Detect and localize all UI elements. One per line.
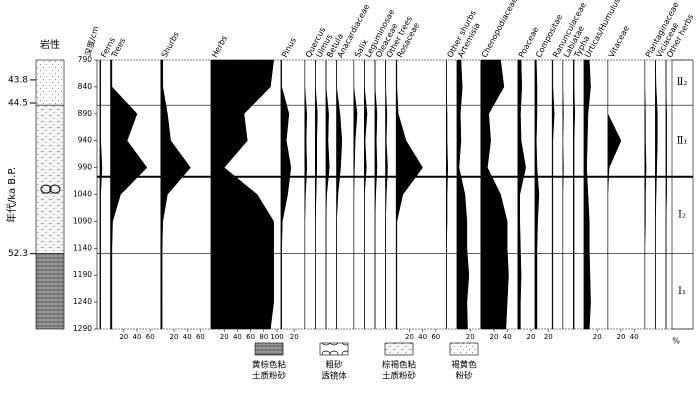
taxon-name: Pinus xyxy=(280,36,298,59)
pollen-curve xyxy=(551,59,555,330)
x-tick-label: 60 xyxy=(146,333,155,341)
pollen-curve xyxy=(456,59,470,330)
legend-label: 褐黄色 xyxy=(451,360,477,371)
x-tick-label: 20 xyxy=(527,333,536,341)
legend-swatch xyxy=(254,342,284,356)
taxon-name: Shurbs xyxy=(160,30,181,59)
legend-label: 粉砂 xyxy=(455,371,473,382)
pollen-curve xyxy=(336,60,343,329)
legend-label: 粗砂 xyxy=(325,360,343,371)
lithology-layer xyxy=(35,253,65,330)
legend-swatch xyxy=(384,342,414,356)
zone-box xyxy=(671,59,694,330)
pollen-curve xyxy=(395,59,423,330)
x-tick-label: 20 xyxy=(466,333,475,341)
x-tick-label: 20 xyxy=(220,333,229,341)
x-tick-label: 20 xyxy=(593,333,602,341)
zone-label: Ⅱ₂ xyxy=(677,77,688,88)
y-tick-label: 890 xyxy=(78,109,93,118)
age-tick-label: 52.3 xyxy=(8,249,28,259)
taxon-name: Herbs xyxy=(210,34,229,59)
y-tick-label: 790 xyxy=(78,55,93,64)
zone-label: Ⅱ₁ xyxy=(677,135,688,146)
y-tick-label: 1240 xyxy=(73,297,92,306)
pollen-curve xyxy=(210,59,274,330)
taxon-name: Chenopodiaceae xyxy=(480,0,519,59)
y-tick-label: 990 xyxy=(78,163,93,172)
x-tick-label: 20 xyxy=(170,333,179,341)
pollen-curve xyxy=(110,59,148,330)
legend-swatch xyxy=(449,342,479,356)
x-tick-label: 40 xyxy=(503,333,512,341)
pollen-curve xyxy=(607,60,622,329)
lens xyxy=(49,184,61,194)
y-tick-label: 840 xyxy=(78,82,93,91)
legend-label: 土质粉砂 xyxy=(252,371,287,382)
pollen-curve xyxy=(583,59,591,330)
x-tick-label: 60 xyxy=(431,333,440,341)
lithology-title: 岩性 xyxy=(40,38,60,51)
taxon-name: Vitaceae xyxy=(607,24,631,59)
x-tick-label: 40 xyxy=(183,333,192,341)
x-tick-label: 60 xyxy=(196,333,205,341)
percent-label: % xyxy=(672,337,680,346)
x-tick-label: 20 xyxy=(617,333,626,341)
x-tick-label: 40 xyxy=(630,333,639,341)
x-tick-label: 20 xyxy=(405,333,414,341)
x-tick-label: 100 xyxy=(270,333,283,341)
pollen-curve xyxy=(99,59,103,330)
y-tick-label: 1290 xyxy=(73,324,92,333)
x-tick-label: 40 xyxy=(233,333,242,341)
x-tick-label: 20 xyxy=(290,333,299,341)
legend-swatch xyxy=(319,342,349,356)
y-tick-label: 1040 xyxy=(73,190,92,199)
x-tick-label: 60 xyxy=(246,333,255,341)
legend-label: 黄棕色粘 xyxy=(252,360,287,371)
lithology-layer xyxy=(35,59,65,106)
zone-label: Ⅰ₂ xyxy=(678,210,686,221)
x-tick-label: 40 xyxy=(133,333,142,341)
pollen-curve xyxy=(325,60,330,329)
pollen-curve xyxy=(517,59,526,330)
pollen-curve xyxy=(280,59,292,330)
pollen-curve xyxy=(353,60,358,329)
pollen-curve xyxy=(573,59,575,330)
y-tick-label: 1190 xyxy=(73,270,92,279)
zone-label: Ⅰ₁ xyxy=(678,286,686,297)
pollen-curve xyxy=(480,59,509,330)
x-tick-label: 80 xyxy=(259,333,268,341)
pollen-curve xyxy=(534,59,540,330)
age-tick-label: 43.8 xyxy=(8,75,28,85)
lithology-layer xyxy=(35,104,65,254)
pollen-curve xyxy=(160,59,191,330)
x-tick-label: 20 xyxy=(490,333,499,341)
y-tick-label: 1090 xyxy=(73,216,92,225)
x-tick-label: 20 xyxy=(119,333,128,341)
legend-label: 透镜体 xyxy=(321,371,347,382)
age-tick-label: 44.5 xyxy=(8,99,28,109)
lens xyxy=(40,184,52,194)
legend-label: 棕褐色粘 xyxy=(382,360,417,371)
x-tick-label: 20 xyxy=(544,333,553,341)
legend-label: 土质粉砂 xyxy=(382,371,417,382)
y-tick-label: 1140 xyxy=(73,243,92,252)
x-tick-label: 40 xyxy=(418,333,427,341)
y-tick-label: 940 xyxy=(78,136,93,145)
age-label: 年代/ka B.P. xyxy=(5,167,18,223)
pollen-curve xyxy=(364,60,368,329)
depth-label: 深度/cm xyxy=(83,25,101,58)
